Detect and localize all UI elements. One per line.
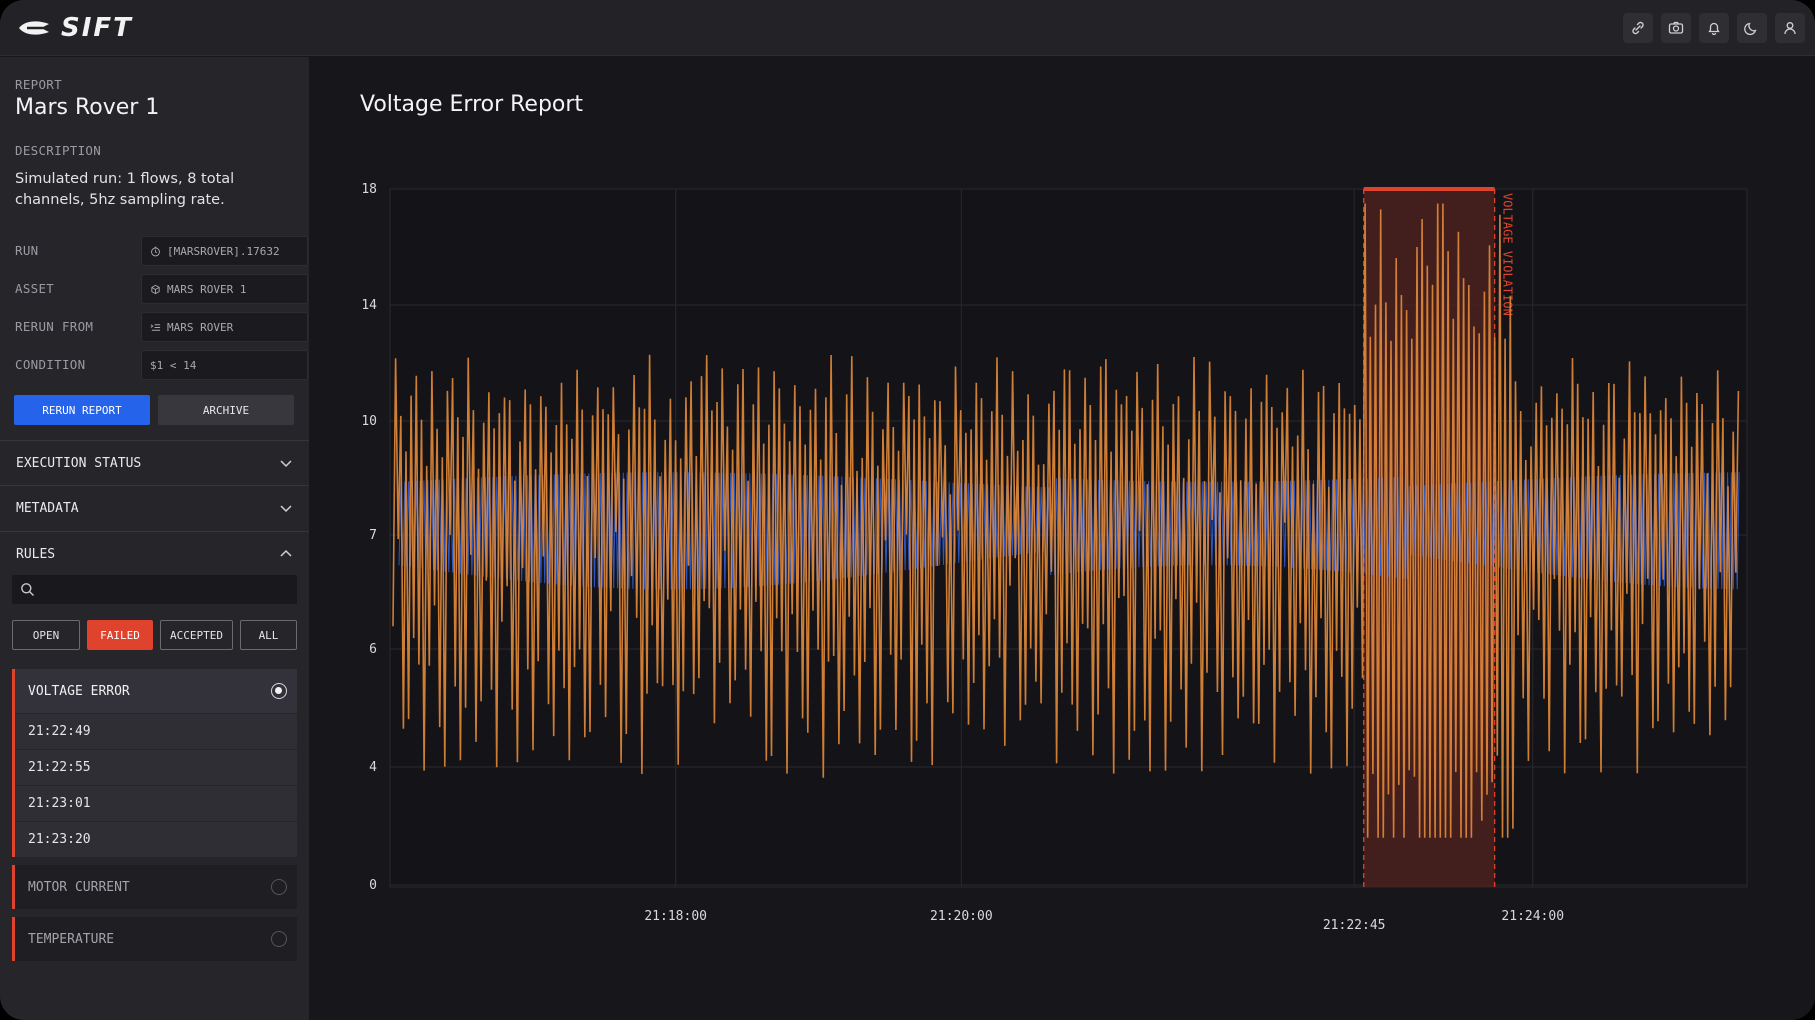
rule-name: TEMPERATURE — [28, 931, 115, 947]
theme-toggle-button[interactable] — [1737, 13, 1767, 43]
series-blue-line — [398, 472, 1740, 590]
field-value: MARS ROVER — [167, 320, 234, 334]
violation-bar — [1363, 187, 1495, 191]
user-icon — [1784, 22, 1796, 35]
link-button[interactable] — [1623, 13, 1653, 43]
notifications-button[interactable] — [1699, 13, 1729, 43]
rule-voltage-error[interactable]: VOLTAGE ERROR 21:22:49 21:22:55 21:23:01… — [12, 669, 297, 857]
filter-open[interactable]: OPEN — [12, 620, 80, 650]
rule-radio[interactable] — [271, 931, 287, 947]
rule-name: VOLTAGE ERROR — [28, 683, 130, 699]
y-tick-label: 10 — [361, 414, 377, 429]
bell-icon — [1708, 22, 1720, 36]
field-label: ASSET — [15, 281, 55, 296]
rule-radio-selected[interactable] — [271, 683, 287, 699]
y-tick-label: 0 — [369, 878, 377, 893]
rule-radio[interactable] — [271, 879, 287, 895]
y-tick-label: 14 — [361, 298, 377, 313]
filter-failed[interactable]: FAILED — [87, 620, 153, 650]
field-value: [MARSROVER].17632 — [167, 244, 280, 258]
field-value: $1 < 14 — [150, 358, 197, 372]
section-execution-status[interactable]: EXECUTION STATUS — [0, 440, 309, 485]
section-metadata[interactable]: METADATA — [0, 485, 309, 530]
cube-icon — [151, 284, 160, 294]
rule-occurrence[interactable]: 21:23:20 — [15, 821, 297, 857]
run-value-field[interactable]: [MARSROVER].17632 — [141, 236, 308, 266]
chevron-down-icon — [280, 460, 292, 468]
search-icon — [21, 583, 34, 596]
y-tick-label: 6 — [369, 642, 377, 657]
violation-label: VOLTAGE VIOLATION — [1501, 193, 1515, 316]
voltage-chart[interactable]: 0 4 6 7 10 14 18 21:18:00 21:20:00 21:22:45 21:24:… — [309, 57, 1815, 1020]
report-label: REPORT — [15, 77, 62, 92]
rule-occurrence[interactable]: 21:22:49 — [15, 713, 297, 749]
field-label: RERUN FROM — [15, 319, 94, 334]
chevron-up-icon — [280, 549, 292, 557]
rule-motor-current[interactable]: MOTOR CURRENT — [12, 865, 297, 909]
link-icon — [1632, 21, 1644, 35]
rule-occurrence[interactable]: 21:23:01 — [15, 785, 297, 821]
page-title: Voltage Error Report — [360, 92, 584, 117]
x-tick-label: 21:24:00 — [1501, 909, 1564, 924]
clock-icon — [151, 246, 160, 256]
rule-occurrence[interactable]: 21:22:55 — [15, 749, 297, 785]
chevron-down-icon — [280, 505, 292, 513]
section-label: EXECUTION STATUS — [16, 455, 142, 471]
logo-text: SIFT — [61, 13, 133, 43]
rerun-from-field[interactable]: MARS ROVER — [141, 312, 308, 342]
description-label: DESCRIPTION — [15, 143, 102, 158]
filter-accepted[interactable]: ACCEPTED — [160, 620, 233, 650]
field-asset: ASSET MARS ROVER 1 — [15, 274, 308, 304]
rule-header[interactable]: VOLTAGE ERROR — [15, 669, 297, 713]
section-label: METADATA — [16, 500, 79, 516]
report-title: Mars Rover 1 — [15, 95, 160, 120]
main-panel: Voltage Error Report 0 4 6 7 10 14 18 21:18:00 2… — [309, 57, 1815, 1020]
rule-header[interactable]: TEMPERATURE — [15, 917, 297, 961]
sift-logo-icon — [19, 21, 49, 35]
section-label: RULES — [16, 546, 56, 562]
rule-header[interactable]: MOTOR CURRENT — [15, 865, 297, 909]
moon-icon — [1744, 22, 1757, 36]
list-icon — [150, 323, 161, 331]
field-value: MARS ROVER 1 — [167, 282, 247, 296]
condition-field[interactable]: $1 < 14 — [141, 350, 308, 380]
header-actions — [1623, 13, 1805, 43]
archive-button[interactable]: ARCHIVE — [158, 395, 294, 425]
field-label: RUN — [15, 243, 39, 258]
x-tick-label: 21:22:45 — [1323, 918, 1386, 933]
camera-button[interactable] — [1661, 13, 1691, 43]
field-rerun-from: RERUN FROM MARS ROVER — [15, 312, 308, 342]
section-rules[interactable]: RULES — [0, 531, 309, 576]
camera-icon — [1668, 21, 1684, 34]
x-tick-label: 21:18:00 — [644, 909, 707, 924]
x-tick-label: 21:20:00 — [930, 909, 993, 924]
logo[interactable]: SIFT — [17, 13, 133, 43]
y-tick-label: 7 — [369, 528, 377, 543]
profile-button[interactable] — [1775, 13, 1805, 43]
rules-search — [12, 575, 297, 604]
asset-value-field[interactable]: MARS ROVER 1 — [141, 274, 308, 304]
rule-name: MOTOR CURRENT — [28, 879, 130, 895]
field-condition: CONDITION $1 < 14 — [15, 350, 308, 380]
field-run: RUN [MARSROVER].17632 — [15, 236, 308, 266]
filter-all[interactable]: ALL — [240, 620, 297, 650]
y-tick-label: 18 — [361, 182, 377, 197]
sidebar: REPORT Mars Rover 1 DESCRIPTION Simulate… — [0, 57, 309, 1020]
top-bar: SIFT — [0, 0, 1815, 56]
y-tick-label: 4 — [369, 760, 377, 775]
rerun-report-button[interactable]: RERUN REPORT — [14, 395, 150, 425]
field-label: CONDITION — [15, 357, 86, 372]
rule-temperature[interactable]: TEMPERATURE — [12, 917, 297, 961]
rules-search-input[interactable] — [42, 575, 292, 604]
series-orange-line — [392, 203, 1740, 838]
description-text: Simulated run: 1 flows, 8 total channels… — [15, 171, 235, 208]
